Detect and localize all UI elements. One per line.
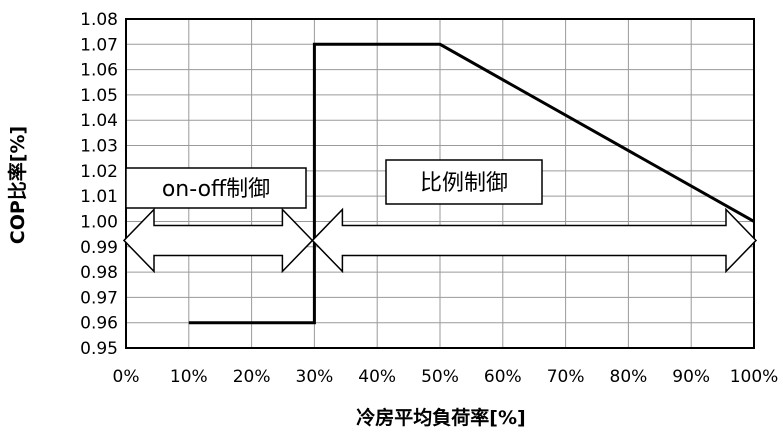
y-tick-label: 1.01 [80,187,118,207]
on-off-control-box [125,167,307,209]
y-tick-label: 0.98 [80,263,118,283]
x-tick-label: 40% [358,367,396,387]
y-tick-label: 1.00 [80,212,118,232]
y-tick-label: 1.02 [80,162,118,182]
y-tick-label: 1.04 [80,111,118,131]
x-tick-label: 70% [547,367,585,387]
x-axis-title: 冷房平均負荷率[%] [356,406,525,429]
x-tick-label: 10% [170,367,208,387]
annotation-layer: on-off制御 比例制御 [122,159,758,274]
y-tick-label: 1.03 [80,137,118,157]
y-tick-label: 1.05 [80,86,118,106]
y-tick-label: 1.06 [80,61,118,81]
y-tick-label: 1.07 [80,35,118,55]
double-arrow [311,207,758,274]
y-tick-label: 0.99 [80,238,118,258]
y-axis-title: COP比率[%] [6,126,29,244]
y-tick-label: 0.96 [80,314,118,334]
x-tick-label: 90% [672,367,710,387]
series-layer [188,42,755,325]
proportional-control-label: 比例制御 [420,171,508,196]
x-tick-label: 60% [484,367,522,387]
x-tick-label: 80% [610,367,648,387]
x-tick-labels: 0% 10% 20% 30% 40% 50% 60% 70% 80% 90% 100% [113,367,779,387]
x-tick-label: 20% [233,367,271,387]
x-tick-label: 30% [296,367,334,387]
y-tick-labels: 0.95 0.96 0.97 0.98 0.99 1.00 1.01 1.02 1.03 1.04… [80,10,118,359]
x-tick-label: 100% [730,367,779,387]
y-tick-label: 0.95 [80,339,118,359]
x-tick-label: 0% [113,367,140,387]
x-tick-label: 50% [421,367,459,387]
double-arrow [122,207,314,274]
y-tick-label: 0.97 [80,288,118,308]
series-line [188,42,755,325]
proportional-control-box [385,159,543,205]
on-off-control-label: on-off制御 [162,177,270,202]
y-tick-label: 1.08 [80,10,118,30]
